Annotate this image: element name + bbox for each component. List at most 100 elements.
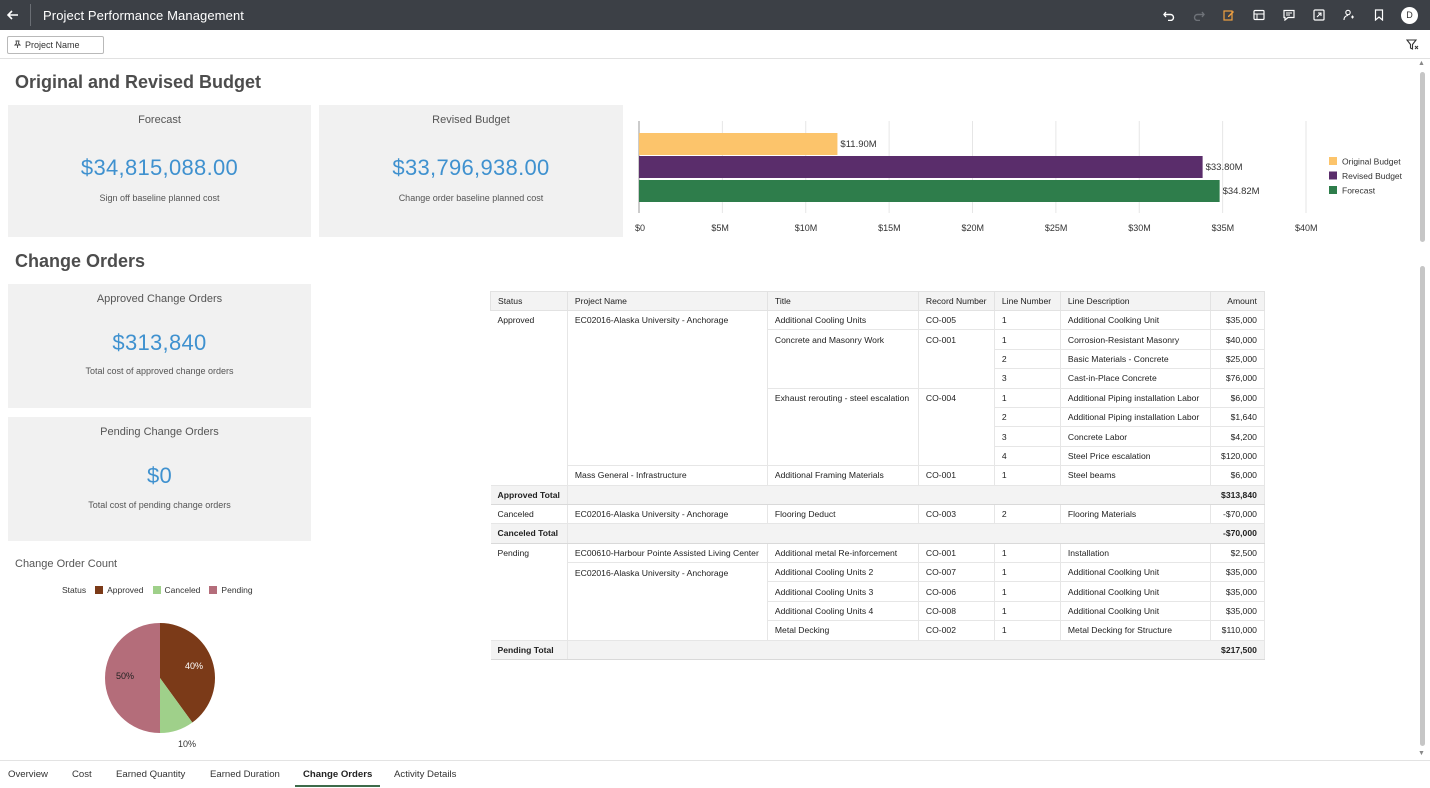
table-cell <box>490 426 568 447</box>
table-row[interactable]: Pending EC00610-Harbour Pointe Assisted L… <box>490 543 1265 564</box>
edit-icon[interactable] <box>1214 0 1244 30</box>
table-cell: 1 <box>994 601 1061 622</box>
table-row[interactable]: Additional Cooling Units 3 CO-006 1 Additio… <box>490 581 1265 602</box>
column-header[interactable]: Line Number <box>993 291 1061 311</box>
table-cell <box>567 388 768 408</box>
tab-earned-quantity[interactable]: Earned Quantity <box>116 769 186 780</box>
table-row[interactable]: 2 Additional Piping installation Labor $1,… <box>490 407 1265 428</box>
column-header[interactable]: Title <box>766 291 919 311</box>
tab-earned-duration[interactable]: Earned Duration <box>210 769 280 780</box>
change-order-pie-chart: 40% 10% 50% <box>105 623 215 749</box>
app-title: Project Performance Management <box>43 7 244 23</box>
table-cell: 1 <box>994 310 1061 331</box>
pending-co-label: Pending Change Orders <box>100 426 219 438</box>
table-cell: Additional Coolking Unit <box>1060 310 1211 331</box>
data-icon[interactable] <box>1244 0 1274 30</box>
revised-budget-value: $33,796,938.00 <box>392 155 550 180</box>
vertical-scrollbar[interactable]: ▲ ▼ <box>1416 60 1428 760</box>
table-cell: Flooring Deduct <box>767 504 919 525</box>
legend-swatch <box>1329 186 1337 194</box>
column-header[interactable]: Line Description <box>1059 291 1211 311</box>
legend-canceled[interactable]: Canceled <box>152 585 200 595</box>
undo-icon[interactable] <box>1154 0 1184 30</box>
table-cell <box>567 620 768 641</box>
table-cell <box>994 523 1061 544</box>
table-row[interactable]: 2 Basic Materials - Concrete $25,000 <box>490 349 1265 370</box>
table-total-row[interactable]: Pending Total $217,500 <box>490 639 1265 661</box>
table-header-row: Status Project Name Title Record Number Line… <box>490 291 1265 311</box>
column-header[interactable]: Amount <box>1209 291 1265 311</box>
table-cell: -$70,000 <box>1210 504 1265 525</box>
column-header[interactable]: Project Name <box>566 291 768 311</box>
share-user-icon[interactable] <box>1334 0 1364 30</box>
table-row[interactable]: Mass General - Infrastructure Additional … <box>490 465 1265 486</box>
filter-icon[interactable] <box>1405 38 1420 52</box>
approved-co-label: Approved Change Orders <box>96 293 223 305</box>
table-row[interactable]: 3 Concrete Labor $4,200 <box>490 426 1265 447</box>
scroll-down-icon[interactable]: ▼ <box>1418 750 1425 757</box>
legend-pending[interactable]: Pending <box>209 585 253 595</box>
column-header[interactable]: Record Number <box>917 291 995 311</box>
bookmark-icon[interactable] <box>1364 0 1394 30</box>
table-cell: $25,000 <box>1210 349 1265 370</box>
project-name-filter[interactable]: Project Name <box>7 36 104 54</box>
pie-slice-pending <box>105 623 160 733</box>
table-row[interactable]: Exhaust rerouting - steel escalation CO-0… <box>490 388 1265 408</box>
column-header[interactable]: Status <box>490 291 568 311</box>
scroll-thumb[interactable] <box>1420 72 1425 242</box>
table-row[interactable]: Canceled EC02016-Alaska University - Anch… <box>490 504 1265 525</box>
user-avatar[interactable]: D <box>1401 6 1418 24</box>
table-row[interactable]: Additional Cooling Units 4 CO-008 1 Additio… <box>490 601 1265 622</box>
table-cell: 1 <box>994 620 1061 641</box>
table-cell: $1,640 <box>1210 407 1265 428</box>
table-total-row[interactable]: Canceled Total -$70,000 <box>490 523 1265 544</box>
bar-forecast <box>639 180 1220 202</box>
table-row[interactable]: EC02016-Alaska University - Anchorage Add… <box>490 562 1265 583</box>
present-icon[interactable] <box>1304 0 1334 30</box>
table-cell: 2 <box>994 349 1061 370</box>
table-cell <box>918 639 995 661</box>
header-toolbar: D <box>1154 0 1418 30</box>
tab-overview[interactable]: Overview <box>8 769 48 780</box>
table-row[interactable]: 3 Cast-in-Place Concrete $76,000 <box>490 368 1265 389</box>
table-cell <box>767 484 919 505</box>
forecast-card: Forecast $34,815,088.00 Sign off baselin… <box>8 105 311 237</box>
table-total-row[interactable]: Approved Total $313,840 <box>490 484 1265 505</box>
legend-approved[interactable]: Approved <box>95 585 144 595</box>
table-row[interactable]: 4 Steel Price escalation $120,000 <box>490 446 1265 467</box>
comment-icon[interactable] <box>1274 0 1304 30</box>
table-cell: $35,000 <box>1210 310 1265 331</box>
table-cell: Additional Coolking Unit <box>1060 562 1211 583</box>
legend-label: Revised Budget <box>1342 171 1403 181</box>
back-arrow-icon[interactable] <box>0 0 26 30</box>
table-cell: Approved <box>490 310 568 330</box>
scroll-thumb[interactable] <box>1420 266 1425 746</box>
tab-change-orders[interactable]: Change Orders <box>294 761 381 787</box>
tab-cost[interactable]: Cost <box>72 769 92 780</box>
approved-co-subtitle: Total cost of approved change orders <box>85 366 234 376</box>
redo-icon[interactable] <box>1184 0 1214 30</box>
legend-label: Original Budget <box>1342 157 1401 167</box>
filter-chip-label: Project Name <box>25 40 80 50</box>
table-cell <box>490 388 568 408</box>
table-cell: CO-001 <box>918 465 995 486</box>
table-cell <box>490 581 568 602</box>
table-cell <box>767 407 919 427</box>
scroll-up-icon[interactable]: ▲ <box>1418 60 1425 67</box>
legend-swatch <box>209 586 218 594</box>
table-row[interactable]: Approved EC02016-Alaska University - Anch… <box>490 310 1265 331</box>
table-cell: Approved Total <box>490 484 568 505</box>
table-cell <box>767 639 919 661</box>
tab-activity-details[interactable]: Activity Details <box>394 769 457 780</box>
table-cell: 1 <box>994 562 1061 583</box>
table-cell: Additional Framing Materials <box>767 465 919 486</box>
table-cell: $35,000 <box>1210 581 1265 602</box>
table-row[interactable]: Concrete and Masonry Work CO-001 1 Corrosio… <box>490 329 1265 350</box>
pie-data-label: 40% <box>185 661 203 671</box>
table-cell <box>490 349 568 369</box>
table-cell <box>918 407 995 427</box>
bar-original-budget <box>639 133 838 155</box>
table-row[interactable]: Metal Decking CO-002 1 Metal Decking for St… <box>490 620 1265 641</box>
pending-change-orders-card: Pending Change Orders $0 Total cost of p… <box>8 417 311 541</box>
x-tick-label: $0 <box>635 223 645 233</box>
